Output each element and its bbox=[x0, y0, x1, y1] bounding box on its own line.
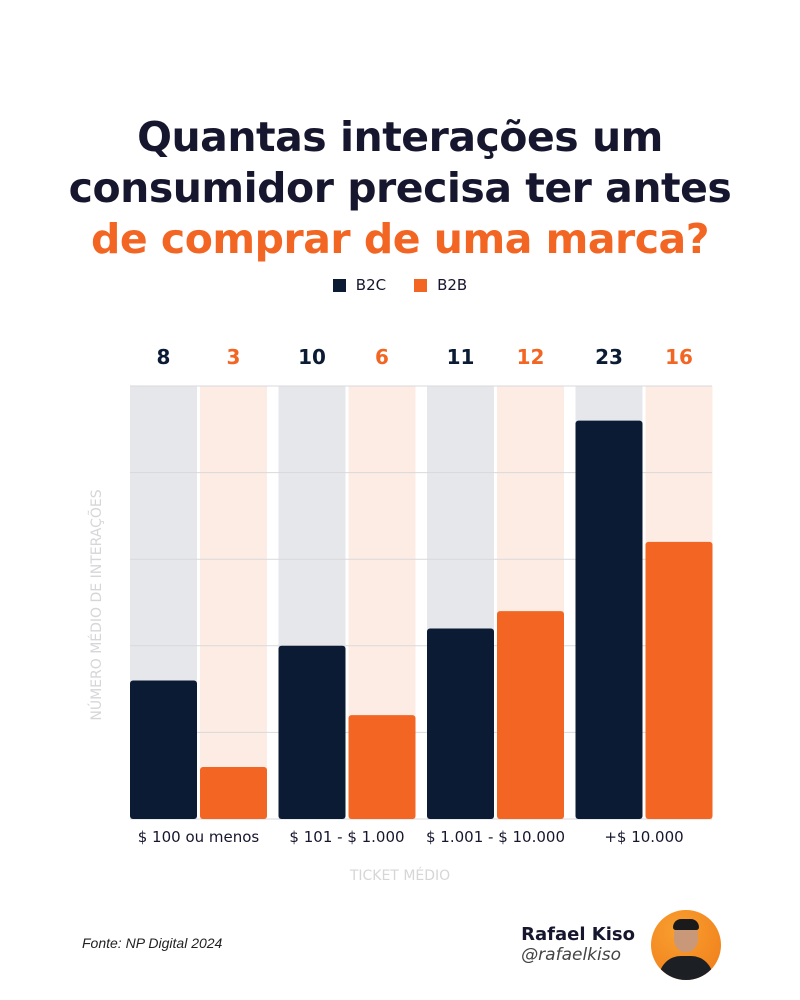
legend-item-b2c: B2C bbox=[332, 276, 387, 294]
legend: B2C B2B bbox=[0, 276, 800, 294]
bar-b2b bbox=[200, 767, 267, 819]
data-label: 6 bbox=[375, 345, 389, 369]
legend-label-b2c: B2C bbox=[355, 276, 387, 294]
y-axis-label: NÚMERO MÉDIO DE INTERAÇÕES bbox=[89, 489, 105, 721]
author-block: Rafael Kiso @rafaelkiso bbox=[521, 924, 635, 965]
title-line-1: Quantas interações um bbox=[137, 113, 663, 161]
data-label: 8 bbox=[157, 345, 171, 369]
bar-b2c bbox=[427, 628, 494, 819]
legend-label-b2b: B2B bbox=[437, 276, 468, 294]
x-axis-label: TICKET MÉDIO bbox=[349, 868, 451, 884]
data-label: 12 bbox=[517, 345, 545, 369]
data-label: 16 bbox=[665, 345, 693, 369]
data-label: 11 bbox=[447, 345, 475, 369]
title-line-2: consumidor precisa ter antes bbox=[68, 164, 732, 212]
title-line-3: de comprar de uma marca? bbox=[91, 215, 710, 263]
bar-b2c bbox=[278, 645, 346, 819]
chart-title: Quantas interações um consumidor precisa… bbox=[0, 112, 800, 265]
bar-background bbox=[200, 386, 267, 819]
bar-b2b bbox=[497, 611, 564, 819]
avatar bbox=[651, 910, 721, 980]
bar-b2c bbox=[575, 420, 643, 819]
x-tick-label: +$ 10.000 bbox=[604, 828, 683, 846]
source-note: Fonte: NP Digital 2024 bbox=[82, 935, 223, 951]
bar-b2b bbox=[348, 715, 416, 819]
x-tick-label: $ 100 ou menos bbox=[138, 828, 260, 846]
data-label: 3 bbox=[227, 345, 241, 369]
legend-swatch-b2c bbox=[332, 278, 346, 292]
data-label: 10 bbox=[298, 345, 326, 369]
bar-b2b bbox=[645, 541, 713, 819]
legend-swatch-b2b bbox=[414, 278, 428, 292]
legend-item-b2b: B2B bbox=[414, 276, 467, 294]
x-tick-label: $ 1.001 - $ 10.000 bbox=[426, 828, 565, 846]
data-label: 23 bbox=[595, 345, 623, 369]
x-tick-label: $ 101 - $ 1.000 bbox=[289, 828, 404, 846]
author-handle: @rafaelkiso bbox=[521, 945, 621, 965]
bar-b2c bbox=[130, 680, 197, 819]
author-name: Rafael Kiso bbox=[521, 924, 635, 945]
